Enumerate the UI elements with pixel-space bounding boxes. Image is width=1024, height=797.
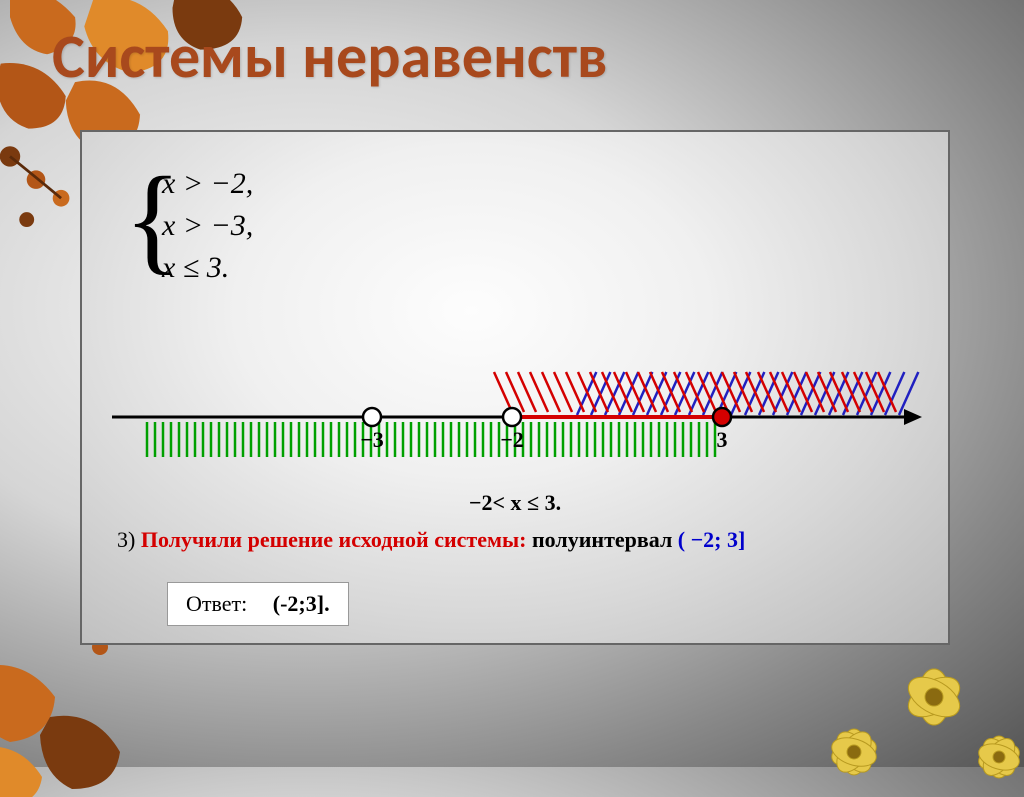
- content-panel: { x > −2, x > −3, x ≤ 3. −3 −2 3 −2< x ≤ 3…: [80, 130, 950, 645]
- answer-label: Ответ:: [186, 591, 247, 616]
- answer-box: Ответ: (-2;3].: [167, 582, 349, 626]
- inequality-system: { x > −2, x > −3, x ≤ 3.: [132, 167, 253, 293]
- number-line: −3 −2 3: [112, 357, 922, 477]
- page-title: Системы неравенств: [52, 18, 608, 94]
- system-brace: {: [124, 159, 182, 279]
- solution-number: 3): [117, 527, 141, 552]
- answer-value: (-2;3].: [273, 591, 330, 616]
- combined-inequality: −2< x ≤ 3.: [82, 490, 948, 516]
- svg-text:−3: −3: [360, 427, 384, 452]
- svg-text:3: 3: [717, 427, 728, 452]
- svg-text:−2: −2: [500, 427, 524, 452]
- solution-text: 3) Получили решение исходной системы: по…: [117, 527, 745, 553]
- solution-black-text: полуинтервал: [526, 527, 677, 552]
- solution-interval: ( −2; 3]: [678, 527, 746, 552]
- solution-red-text: Получили решение исходной системы:: [141, 527, 527, 552]
